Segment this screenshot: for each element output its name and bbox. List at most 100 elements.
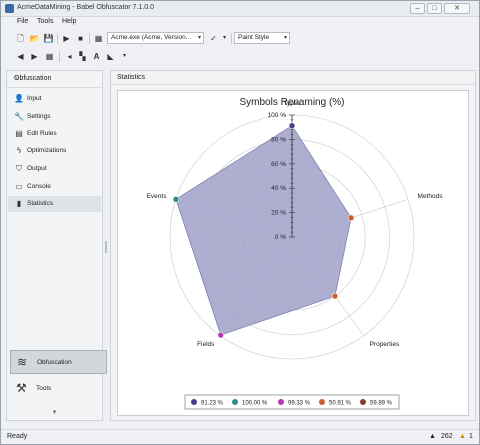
status-bar: Ready ▲ 262 ▲ 1: [1, 429, 479, 444]
tick-label: 60 %: [271, 161, 286, 168]
chevron-down-icon[interactable]: ▾: [222, 35, 226, 41]
minimize-icon: –: [415, 5, 420, 12]
tick-label: 0 %: [275, 234, 286, 241]
statistics-panel: Statistics Symbols Renaming (%) 0 % 20 % 40…: [110, 70, 476, 421]
radar-chart: Symbols Renaming (%) 0 % 20 % 40 % 60 % 80 % 1…: [147, 97, 444, 410]
title-bar: AcmeDataMining - Babel Obfuscator 7.1.0.…: [1, 1, 479, 17]
legend-label: 99.33 %: [288, 401, 311, 407]
close-icon: ✕: [454, 5, 460, 12]
section-tools[interactable]: ⚒ Tools: [16, 381, 52, 395]
section-obfuscation[interactable]: ≋ Obfuscation: [10, 350, 107, 374]
legend-marker: [360, 399, 366, 405]
output-icon: ⛉: [16, 164, 22, 173]
chart-container: Symbols Renaming (%) 0 % 20 % 40 % 60 % 80 % 1…: [117, 90, 469, 416]
save-icon[interactable]: 💾: [43, 34, 54, 43]
tools-icon: ⚒: [16, 381, 27, 395]
chart-toolbar: ◀ ▶ ▦ ◂ ▚ A ◣ ▾: [1, 48, 141, 65]
legend-marker: [278, 399, 284, 405]
chevron-down-icon[interactable]: ▾: [122, 53, 126, 59]
font-icon[interactable]: A: [93, 52, 100, 61]
paint-style-combo[interactable]: Paint Style ▾: [234, 32, 290, 44]
data-point: [217, 331, 225, 339]
axis-label-types: Types: [283, 100, 301, 107]
axis-label-properties: Properties: [370, 341, 400, 348]
close-button[interactable]: ✕: [444, 3, 470, 14]
main-toolbar: 🗋 📂 💾 ▶ ■ ▦ Acme.exe (Acme, Version... ▾…: [1, 30, 479, 47]
legend-label: 59.89 %: [370, 401, 393, 407]
app-icon: [5, 4, 14, 13]
maximize-icon: □: [432, 5, 437, 12]
sidebar-header: Obfuscation «: [7, 71, 102, 88]
data-point: [288, 122, 296, 129]
legend: [184, 394, 400, 410]
wrench-icon: 🔧: [14, 112, 24, 121]
status-count-a: 262: [441, 433, 453, 440]
palette-icon[interactable]: ◣: [107, 52, 114, 61]
sidebar: Obfuscation « 👤 Input 🔧 Settings ▤ Edit …: [6, 70, 107, 421]
sidebar-item-settings[interactable]: 🔧 Settings: [14, 112, 51, 121]
back-icon[interactable]: ◀: [17, 52, 24, 61]
check-icon[interactable]: ✓: [210, 34, 217, 43]
target-combo[interactable]: Acme.exe (Acme, Version... ▾: [107, 32, 204, 44]
panel-title: Statistics: [117, 74, 146, 81]
status-count-b: 1: [469, 433, 473, 440]
panel-header: Statistics: [111, 71, 475, 85]
menu-tools[interactable]: Tools: [37, 18, 54, 25]
sidebar-title: Obfuscation: [14, 75, 52, 82]
rules-icon: ▤: [15, 129, 23, 138]
stop-icon[interactable]: ■: [78, 34, 83, 43]
sidebar-item-output[interactable]: ⛉ Output: [16, 164, 47, 173]
menu-bar: File Tools Help: [1, 17, 479, 29]
obfuscation-icon: ≋: [17, 355, 28, 369]
radar-series-area: [175, 125, 352, 336]
chevron-down-icon: ▾: [283, 35, 287, 41]
axis-label-methods: Methods: [418, 193, 444, 200]
sidebar-more-icon[interactable]: ▾: [52, 409, 57, 416]
forward-icon[interactable]: ▶: [31, 52, 38, 61]
status-count-icon: ▲: [429, 433, 436, 440]
open-folder-icon[interactable]: 📂: [29, 34, 40, 43]
legend-marker: [319, 399, 325, 405]
grid-icon[interactable]: ▦: [45, 52, 54, 61]
tick-label: 40 %: [271, 185, 286, 192]
sidebar-item-statistics[interactable]: ▮ Statistics: [8, 196, 101, 212]
tick-label: 80 %: [271, 136, 286, 143]
console-icon: ▭: [15, 182, 23, 191]
axis-label-events: Events: [147, 193, 168, 200]
window-title: AcmeDataMining - Babel Obfuscator 7.1.0.…: [17, 4, 154, 11]
sidebar-item-edit-rules[interactable]: ▤ Edit Rules: [15, 129, 57, 138]
user-icon: 👤: [14, 94, 24, 103]
data-point: [347, 214, 355, 222]
menu-file[interactable]: File: [17, 18, 29, 25]
chart-title: Symbols Renaming (%): [239, 97, 344, 108]
sidebar-item-input[interactable]: 👤 Input: [14, 94, 42, 103]
chart-icon: ▮: [16, 199, 22, 208]
legend-label: 100.00 %: [242, 401, 268, 407]
maximize-button[interactable]: □: [427, 3, 442, 14]
status-text: Ready: [7, 433, 28, 440]
legend-marker: [232, 399, 238, 405]
minimize-button[interactable]: –: [410, 3, 425, 14]
splitter-handle[interactable]: [105, 241, 107, 253]
tick-label: 20 %: [271, 210, 286, 217]
tick-label: 100 %: [268, 112, 287, 119]
assembly-icon[interactable]: ▦: [94, 34, 103, 43]
menu-help[interactable]: Help: [62, 18, 77, 25]
run-icon[interactable]: ▶: [63, 34, 70, 43]
new-file-icon[interactable]: 🗋: [17, 34, 24, 43]
data-point: [331, 292, 339, 300]
lightning-icon: ϟ: [16, 146, 22, 155]
legend-marker: [191, 399, 197, 405]
data-point: [172, 195, 180, 203]
legend-label: 50.91 %: [329, 401, 352, 407]
warning-icon: ▲: [459, 433, 466, 440]
axis-label-fields: Fields: [197, 341, 215, 348]
pointer-icon[interactable]: ◂: [67, 52, 72, 61]
chevron-down-icon: ▾: [197, 35, 201, 41]
sidebar-item-console[interactable]: ▭ Console: [15, 182, 51, 191]
zoom-icon[interactable]: ▚: [79, 52, 86, 61]
sidebar-item-optimizations[interactable]: ϟ Optimizations: [8, 143, 101, 159]
legend-label: 91.23 %: [201, 401, 224, 407]
collapse-icon[interactable]: «: [14, 75, 18, 82]
